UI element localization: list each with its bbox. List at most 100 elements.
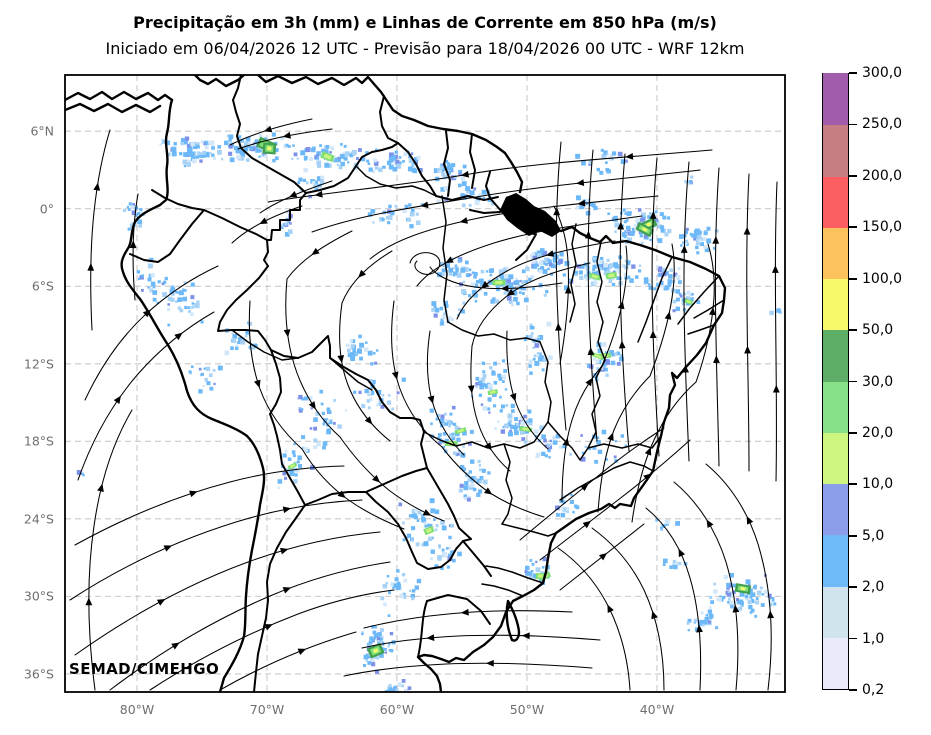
precip-dot <box>191 158 197 164</box>
precip-dot <box>624 159 628 163</box>
precip-dot <box>324 149 329 154</box>
precip-dot <box>621 263 626 268</box>
streamline <box>695 243 715 383</box>
precip-dot <box>482 479 488 485</box>
flow-arrow <box>163 545 173 552</box>
precip-dot <box>259 149 262 152</box>
streamline <box>587 149 598 442</box>
precip-dot <box>530 569 534 573</box>
state-border <box>441 195 449 323</box>
precip-dot <box>212 368 216 372</box>
precip-dot <box>217 149 222 155</box>
precip-dot <box>473 283 479 288</box>
state-border <box>485 565 544 584</box>
precip-dot <box>585 277 589 281</box>
streamline <box>651 157 660 457</box>
precip-dot <box>277 479 283 484</box>
precip-dot <box>131 210 137 216</box>
precip-dot <box>272 158 276 163</box>
precip-dot <box>395 688 399 692</box>
precip-dot <box>625 232 629 236</box>
precip-dot <box>701 237 706 242</box>
precip-dot <box>532 346 535 349</box>
precip-dot <box>186 144 192 149</box>
precip-dot <box>402 538 406 542</box>
precip-dot <box>327 410 332 414</box>
precip-dot <box>236 154 241 160</box>
precip-dot <box>396 391 400 395</box>
precip-dot <box>394 577 399 582</box>
precip-dot <box>761 593 765 596</box>
precip-dot <box>404 204 409 209</box>
precip-dot <box>248 321 253 326</box>
precip-dot <box>719 595 722 598</box>
precip-dot <box>401 684 405 688</box>
precip-dot <box>402 592 406 596</box>
precip-dot <box>659 225 665 230</box>
precip-dot <box>659 281 664 285</box>
precip-dot <box>442 445 446 449</box>
precip-dot <box>522 427 530 431</box>
flow-arrow <box>459 217 468 224</box>
precip-dot <box>437 436 441 440</box>
precip-dot <box>461 203 466 208</box>
precip-dot <box>596 439 601 445</box>
precip-dot <box>535 252 538 255</box>
precip-dot <box>745 579 751 585</box>
precip-dot <box>127 208 131 211</box>
precip-dot <box>654 210 658 214</box>
precip-dot <box>614 352 618 356</box>
precip-dot <box>451 436 456 441</box>
precip-dot <box>473 187 477 191</box>
precip-dot <box>696 236 702 241</box>
precip-dot <box>523 338 527 342</box>
precip-dot <box>387 686 393 692</box>
precip-dot <box>460 193 465 198</box>
precip-dot <box>550 272 554 276</box>
precip-dot <box>503 274 509 279</box>
precip-dot <box>506 295 512 301</box>
flow-arrow <box>372 474 381 483</box>
precip-dot <box>495 287 501 292</box>
precip-dot <box>479 480 483 484</box>
precip-dot <box>547 267 550 271</box>
precip-dot <box>516 423 520 427</box>
precip-dot <box>299 188 303 192</box>
precip-dot <box>609 350 615 355</box>
precip-dot <box>627 275 631 279</box>
flow-arrow <box>651 610 658 620</box>
colorbar-segment <box>823 124 848 177</box>
precip-dot <box>170 287 176 293</box>
precip-dot <box>643 277 649 282</box>
precip-dot <box>487 197 492 203</box>
precip-dot <box>300 150 306 156</box>
precip-dot <box>673 272 678 277</box>
precip-dot <box>562 273 566 277</box>
precip-dot <box>388 204 392 209</box>
precip-dot <box>384 689 389 692</box>
precip-dot <box>677 267 681 271</box>
precip-dot <box>358 390 362 395</box>
precip-dot <box>456 272 462 278</box>
colorbar-tick-label: 2,0 <box>862 579 885 596</box>
precip-dot <box>187 147 193 152</box>
precip-dot <box>654 218 659 222</box>
precip-dot <box>297 464 303 469</box>
precip-dot <box>548 456 551 459</box>
precip-dot <box>274 156 279 161</box>
precip-dot <box>550 440 555 445</box>
precip-dot <box>369 397 373 401</box>
precip-dot <box>456 452 460 456</box>
flow-arrow <box>712 235 720 244</box>
precip-dot <box>326 407 331 412</box>
country-border <box>469 133 476 189</box>
precip-dot <box>187 306 191 310</box>
precip-dot <box>209 140 215 146</box>
precip-dot <box>305 147 311 153</box>
precip-dot <box>258 155 261 158</box>
country-border <box>426 467 472 540</box>
precip-dot <box>425 527 433 534</box>
precip-dot <box>223 141 228 146</box>
precip-dot <box>468 470 472 474</box>
precip-dot <box>122 208 127 212</box>
